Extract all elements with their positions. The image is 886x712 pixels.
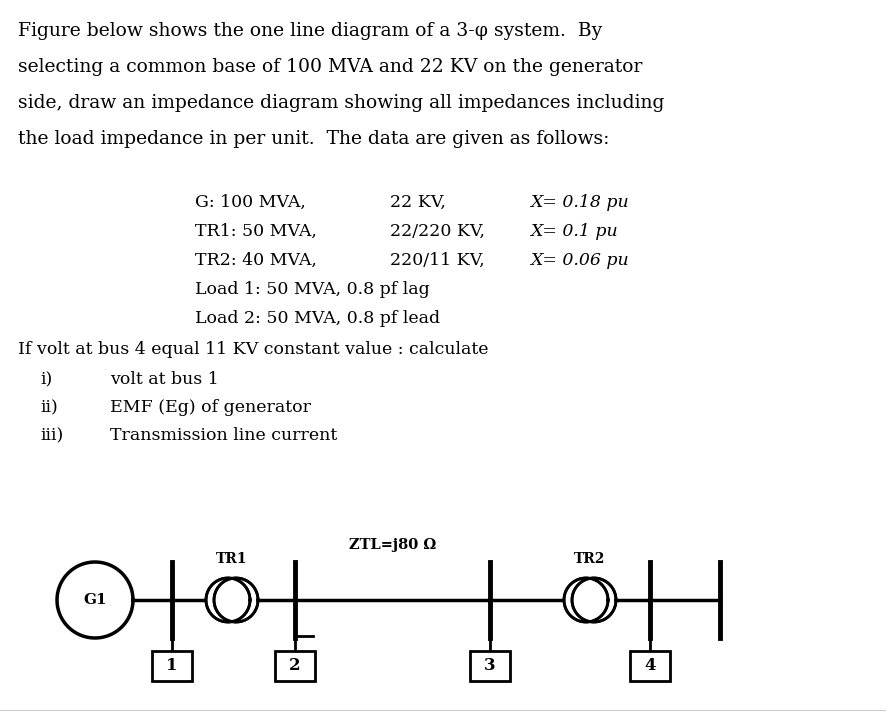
Text: ii): ii) xyxy=(40,399,58,416)
Text: 3: 3 xyxy=(484,657,496,674)
Text: TR2: 40 MVA,: TR2: 40 MVA, xyxy=(195,252,317,269)
Text: Load 1: 50 MVA, 0.8 pf lag: Load 1: 50 MVA, 0.8 pf lag xyxy=(195,281,430,298)
Text: iii): iii) xyxy=(40,427,63,444)
Text: Load 2: 50 MVA, 0.8 pf lead: Load 2: 50 MVA, 0.8 pf lead xyxy=(195,310,440,327)
Text: 22/220 KV,: 22/220 KV, xyxy=(390,223,485,240)
Text: 220/11 KV,: 220/11 KV, xyxy=(390,252,485,269)
Text: selecting a common base of 100 MVA and 22 KV on the generator: selecting a common base of 100 MVA and 2… xyxy=(18,58,642,76)
FancyBboxPatch shape xyxy=(470,651,510,681)
Text: 1: 1 xyxy=(167,657,178,674)
FancyBboxPatch shape xyxy=(630,651,670,681)
Text: X= 0.1 pu: X= 0.1 pu xyxy=(530,223,618,240)
Text: If volt at bus 4 equal 11 KV constant value : calculate: If volt at bus 4 equal 11 KV constant va… xyxy=(18,341,488,358)
Text: TR1: 50 MVA,: TR1: 50 MVA, xyxy=(195,223,317,240)
Text: TR2: TR2 xyxy=(574,552,606,566)
FancyBboxPatch shape xyxy=(275,651,315,681)
Text: TR1: TR1 xyxy=(216,552,248,566)
Text: X= 0.06 pu: X= 0.06 pu xyxy=(530,252,629,269)
Text: 2: 2 xyxy=(289,657,301,674)
Text: X= 0.18 pu: X= 0.18 pu xyxy=(530,194,629,211)
Text: i): i) xyxy=(40,371,52,388)
Text: the load impedance in per unit.  The data are given as follows:: the load impedance in per unit. The data… xyxy=(18,130,610,148)
Text: EMF (Eg) of generator: EMF (Eg) of generator xyxy=(110,399,311,416)
Text: ZTL=j80 Ω: ZTL=j80 Ω xyxy=(349,538,436,552)
Text: Figure below shows the one line diagram of a 3-φ system.  By: Figure below shows the one line diagram … xyxy=(18,22,602,40)
Text: 22 KV,: 22 KV, xyxy=(390,194,446,211)
Text: 4: 4 xyxy=(644,657,656,674)
FancyBboxPatch shape xyxy=(152,651,192,681)
Text: G: 100 MVA,: G: 100 MVA, xyxy=(195,194,306,211)
Text: Transmission line current: Transmission line current xyxy=(110,427,338,444)
Text: side, draw an impedance diagram showing all impedances including: side, draw an impedance diagram showing … xyxy=(18,94,664,112)
Text: G1: G1 xyxy=(83,593,107,607)
Text: volt at bus 1: volt at bus 1 xyxy=(110,371,219,388)
